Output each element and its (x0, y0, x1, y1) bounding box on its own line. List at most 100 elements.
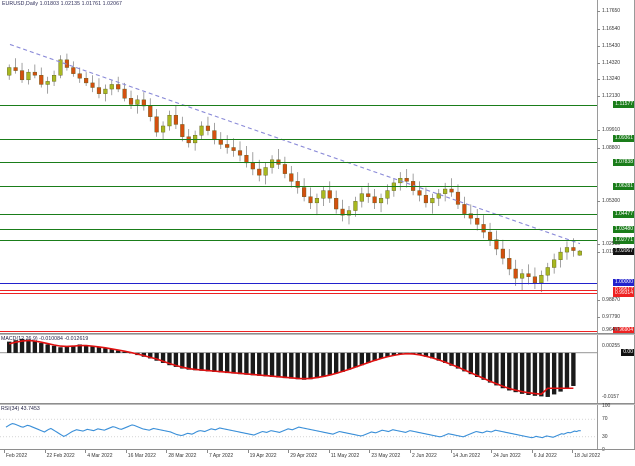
axis-tick (597, 28, 600, 30)
date-tick (85, 450, 87, 453)
price-tag: 0.99314 (612, 289, 634, 297)
macd-plot (0, 338, 597, 397)
axis-tick (597, 45, 600, 47)
support-line (0, 240, 597, 242)
axis-value: 1.05300 (602, 198, 621, 205)
date-tick (450, 450, 452, 453)
rsi-axis-value: 30 (602, 433, 608, 440)
date-tick (166, 450, 168, 453)
axis-value: 1.09910 (602, 127, 621, 134)
date-label: 19 Apr 2022 (249, 453, 277, 459)
rsi-axis-value: 70 (602, 416, 608, 423)
axis-value: 1.12130 (602, 93, 621, 100)
date-label: 18 Jul 2022 (574, 453, 601, 459)
axis-value: 1.14320 (602, 59, 621, 66)
macd-pane[interactable] (0, 336, 597, 402)
date-tick (44, 450, 46, 453)
rsi-axis-value: 0 (602, 447, 605, 453)
axis-value: 1.01990 (602, 249, 621, 256)
axis-value: 1.16540 (602, 25, 621, 32)
date-label: Feb 2022 (6, 453, 28, 459)
date-tick (491, 450, 493, 453)
pane-divider-1 (0, 333, 635, 334)
date-label: 29 Apr 2022 (290, 453, 318, 459)
date-label: 23 May 2022 (371, 453, 401, 459)
rsi-plot (0, 418, 597, 439)
stop-line (0, 330, 597, 332)
parity-line (0, 282, 597, 284)
axis-value: 1.17650 (602, 8, 621, 15)
price-tag: 1.09361 (612, 135, 634, 143)
price-axis-rail (597, 0, 598, 450)
price-tag: 1.04477 (612, 210, 634, 218)
date-axis: Feb 2022 22 Feb 2022 4 Mar 2022 16 Mar 2022… (0, 450, 635, 466)
date-label: 6 Jul 2022 (533, 453, 557, 459)
pane-divider-2 (0, 403, 635, 404)
price-chart-pane[interactable] (0, 6, 597, 329)
axis-tick (597, 147, 600, 149)
support-line (0, 104, 597, 106)
stop-line (0, 293, 597, 295)
candlestick-plot (7, 43, 582, 293)
price-tag: 1.07838 (612, 158, 634, 166)
price-axis-value: 0.96460 (602, 327, 621, 333)
date-tick (531, 450, 533, 453)
macd-axis-value: -0.0157 (602, 393, 619, 400)
symbol-header: EURUSD,Daily 1.01803 1.02135 1.01761 1.0… (2, 1, 123, 7)
date-label: 24 Jun 2022 (493, 453, 521, 459)
axis-value: 0.98870 (602, 297, 621, 304)
price-tag: 1.02771 (612, 236, 634, 244)
pane-divider-2b (0, 404, 635, 405)
support-line (0, 162, 597, 164)
price-tag: 0.96904 (612, 327, 634, 334)
axis-tick (597, 252, 600, 254)
axis-value: 1.15430 (602, 42, 621, 49)
axis-value: 1.13240 (602, 76, 621, 83)
support-line (0, 138, 597, 140)
price-tag: 1.00000 (612, 279, 634, 287)
date-label: 4 Mar 2022 (87, 453, 113, 459)
support-line (0, 186, 597, 188)
axis-tick (597, 11, 600, 13)
axis-tick (597, 316, 600, 318)
axis-tick (597, 244, 600, 246)
date-label: 7 Apr 2022 (209, 453, 234, 459)
date-tick (125, 450, 127, 453)
axis-tick (597, 96, 600, 98)
date-tick (207, 450, 208, 453)
date-tick (247, 450, 249, 453)
axis-tick (597, 201, 600, 203)
rsi-axis-value: 100 (602, 403, 611, 409)
axis-value: 0.97790 (602, 313, 621, 320)
axis-tick (597, 62, 600, 64)
date-label: 16 Mar 2022 (127, 453, 156, 459)
date-tick (410, 450, 411, 453)
date-tick (288, 450, 290, 453)
rsi-label: RSI(34) 43.7453 (1, 406, 40, 412)
price-tag: 1.11577 (613, 101, 634, 109)
axis-tick (597, 300, 600, 302)
date-tick (369, 450, 371, 453)
pane-divider-1b (0, 334, 635, 335)
pane-divider-3 (0, 449, 635, 450)
axis-tick (597, 130, 600, 132)
date-label: 2 Jun 2022 (412, 453, 437, 459)
date-label: 11 May 2022 (330, 453, 360, 459)
axis-value: 1.02515 (602, 241, 621, 248)
axis-value: 1.08800 (602, 144, 621, 151)
price-tag: 1.02067 (612, 247, 634, 255)
macd-label: MACD(12,26,9) -0.010084 -0.012619 (1, 336, 89, 342)
axis-tick (597, 79, 600, 81)
support-line (0, 229, 597, 231)
date-tick (328, 450, 330, 453)
macd-zero-tag: 0.00 (621, 349, 634, 357)
price-tag: 1.03480 (612, 225, 634, 233)
support-line (0, 214, 597, 215)
date-label: 14 Jun 2022 (452, 453, 481, 459)
rsi-pane[interactable] (0, 406, 597, 450)
date-tick (572, 450, 574, 453)
date-label: 22 Feb 2022 (46, 453, 75, 459)
date-tick (4, 450, 5, 453)
date-label: 28 Mar 2022 (168, 453, 197, 459)
